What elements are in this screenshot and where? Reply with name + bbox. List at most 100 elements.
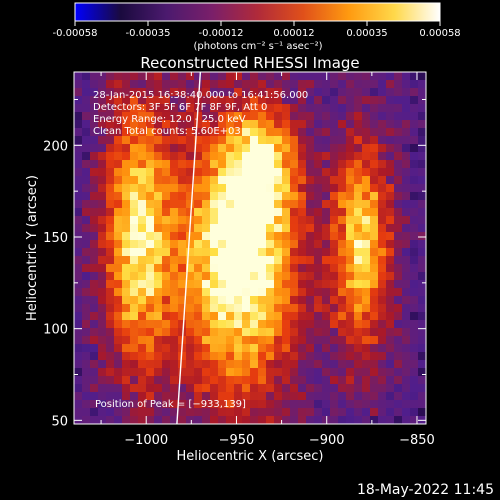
heatmap-pixel [234,336,243,345]
heatmap-pixel [242,296,251,305]
heatmap-pixel [274,120,283,129]
heatmap-pixel [370,344,379,353]
heatmap-pixel [202,96,211,105]
heatmap-pixel [314,184,323,193]
heatmap-pixel [202,376,211,385]
heatmap-pixel [194,80,203,89]
heatmap-pixel [210,168,219,177]
heatmap-pixel [306,320,315,329]
heatmap-pixel [194,280,203,289]
heatmap-pixel [338,232,347,241]
heatmap-pixel [114,136,123,145]
heatmap-pixel [394,280,403,289]
heatmap-pixel [162,272,171,281]
heatmap-pixel [258,216,267,225]
heatmap-pixel [138,248,147,257]
heatmap-pixel [210,72,219,81]
heatmap-pixel [82,176,91,185]
heatmap-pixel [186,384,195,393]
heatmap-pixel [90,400,99,409]
heatmap-pixel [154,144,163,153]
heatmap-pixel [274,360,283,369]
heatmap-pixel [378,216,387,225]
heatmap-pixel [402,208,411,217]
heatmap-pixel [186,336,195,345]
heatmap-pixel [186,80,195,89]
heatmap-pixel [370,160,379,169]
heatmap-pixel [266,216,275,225]
heatmap-image [74,72,426,424]
heatmap-pixel [106,112,115,121]
heatmap-pixel [298,216,307,225]
heatmap-pixel [322,376,331,385]
heatmap-pixel [74,408,83,417]
heatmap-pixel [306,296,315,305]
heatmap-pixel [162,88,171,97]
heatmap-pixel [218,200,227,209]
heatmap-pixel [338,288,347,297]
heatmap-pixel [282,120,291,129]
heatmap-pixel [394,216,403,225]
heatmap-pixel [418,360,426,369]
heatmap-pixel [162,112,171,121]
heatmap-pixel [362,256,371,265]
heatmap-pixel [266,248,275,257]
heatmap-pixel [274,184,283,193]
heatmap-pixel [138,408,147,417]
heatmap-pixel [282,288,291,297]
heatmap-pixel [154,120,163,129]
heatmap-pixel [106,208,115,217]
heatmap-pixel [146,376,155,385]
heatmap-pixel [258,200,267,209]
heatmap-pixel [410,336,419,345]
heatmap-pixel [82,136,91,145]
heatmap-pixel [378,224,387,233]
heatmap-pixel [370,320,379,329]
heatmap-pixel [234,320,243,329]
heatmap-pixel [410,272,419,281]
heatmap-pixel [330,272,339,281]
heatmap-pixel [210,144,219,153]
heatmap-pixel [274,312,283,321]
heatmap-pixel [250,168,259,177]
heatmap-pixel [250,264,259,273]
heatmap-pixel [106,200,115,209]
heatmap-pixel [282,272,291,281]
heatmap-pixel [306,232,315,241]
heatmap-pixel [130,112,139,121]
heatmap-pixel [402,232,411,241]
heatmap-pixel [218,368,227,377]
heatmap-pixel [370,208,379,217]
heatmap-pixel [322,240,331,249]
heatmap-pixel [410,376,419,385]
heatmap-pixel [130,136,139,145]
heatmap-pixel [354,400,363,409]
heatmap-pixel [410,72,419,81]
heatmap-pixel [266,392,275,401]
heatmap-pixel [242,368,251,377]
heatmap-pixel [146,232,155,241]
heatmap-pixel [330,264,339,273]
heatmap-pixel [106,288,115,297]
heatmap-pixel [90,392,99,401]
heatmap-pixel [210,160,219,169]
heatmap-pixel [82,392,91,401]
heatmap-pixel [386,240,395,249]
heatmap-pixel [130,208,139,217]
heatmap-pixel [282,72,291,81]
heatmap-pixel [314,392,323,401]
heatmap-pixel [250,336,259,345]
heatmap-pixel [322,296,331,305]
heatmap-pixel [354,288,363,297]
heatmap-pixel [82,336,91,345]
heatmap-pixel [410,104,419,113]
heatmap-pixel [186,352,195,361]
heatmap-pixel [202,336,211,345]
heatmap-pixel [218,288,227,297]
heatmap-pixel [250,368,259,377]
heatmap-pixel [226,72,235,81]
heatmap-pixel [362,240,371,249]
heatmap-pixel [258,392,267,401]
heatmap-pixel [258,360,267,369]
heatmap-pixel [154,304,163,313]
